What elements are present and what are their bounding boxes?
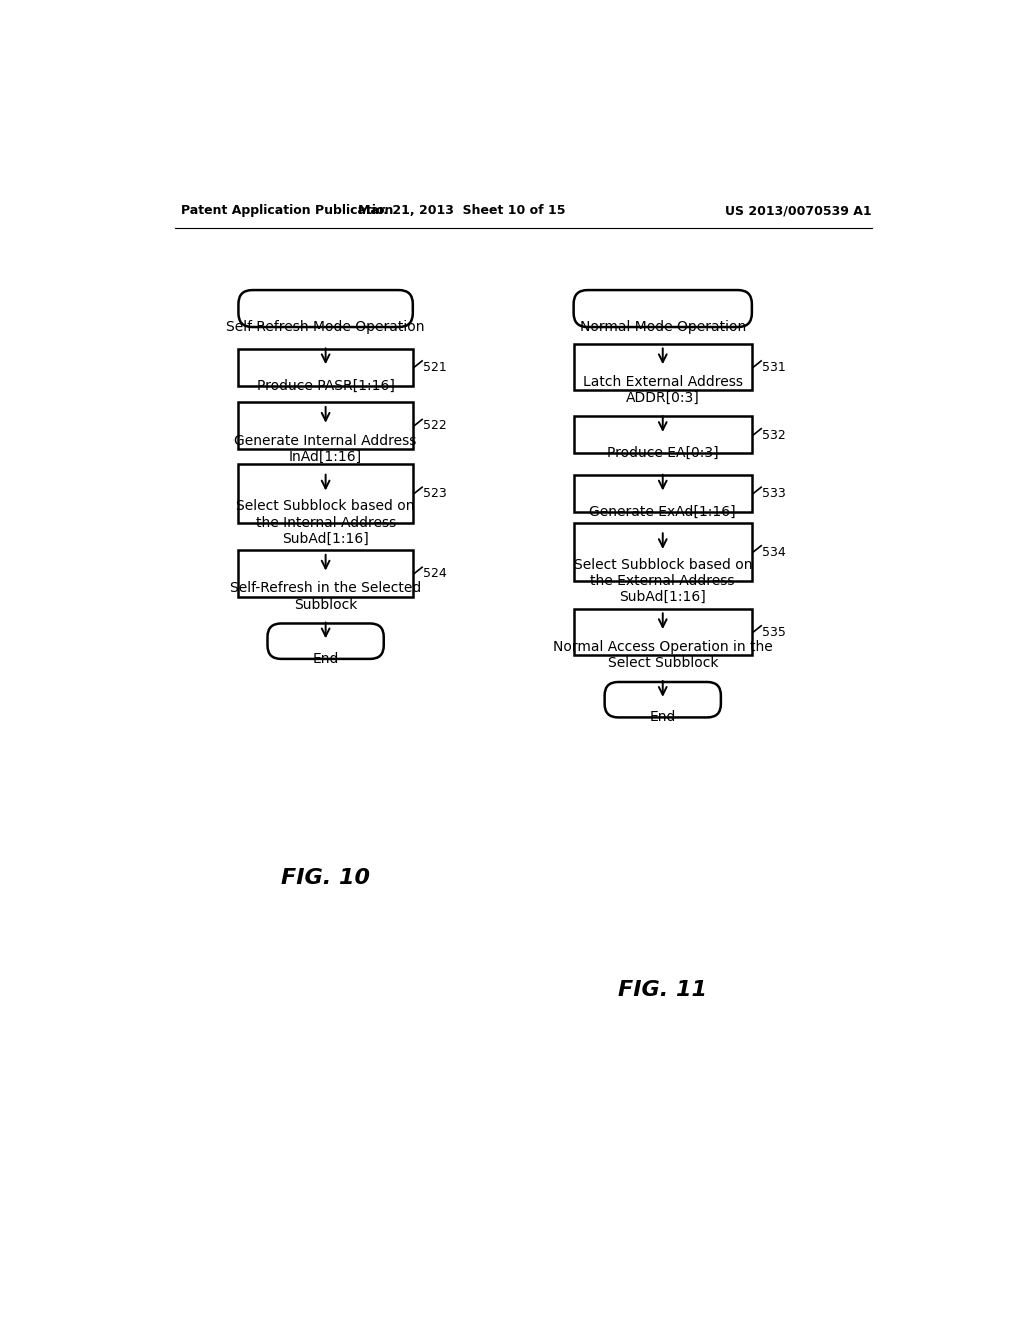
Bar	[239, 348, 413, 385]
Text: Select Subblock based on
the Internal Address
SubAd[1:16]: Select Subblock based on the Internal Ad…	[237, 499, 415, 545]
Bar	[573, 609, 752, 655]
Text: 534: 534	[762, 545, 785, 558]
FancyBboxPatch shape	[267, 623, 384, 659]
Text: End: End	[312, 652, 339, 665]
Text: Generate ExAd[1:16]: Generate ExAd[1:16]	[590, 504, 736, 519]
Text: 532: 532	[762, 429, 785, 442]
Text: 535: 535	[762, 626, 785, 639]
Text: FIG. 11: FIG. 11	[618, 979, 708, 1001]
Text: Self-Refresh in the Selected
Subblock: Self-Refresh in the Selected Subblock	[230, 581, 421, 611]
Text: 521: 521	[423, 360, 446, 374]
Text: Mar. 21, 2013  Sheet 10 of 15: Mar. 21, 2013 Sheet 10 of 15	[357, 205, 565, 218]
Text: Produce PASR[1:16]: Produce PASR[1:16]	[257, 379, 394, 392]
FancyBboxPatch shape	[239, 290, 413, 327]
Text: 523: 523	[423, 487, 446, 500]
Bar	[239, 403, 413, 449]
Bar	[239, 465, 413, 523]
Bar	[239, 550, 413, 597]
Text: Latch External Address
ADDR[0:3]: Latch External Address ADDR[0:3]	[583, 375, 742, 405]
Text: Produce EA[0:3]: Produce EA[0:3]	[607, 446, 719, 461]
Text: Normal Access Operation in the
Select Subblock: Normal Access Operation in the Select Su…	[553, 640, 773, 671]
Text: US 2013/0070539 A1: US 2013/0070539 A1	[725, 205, 872, 218]
FancyBboxPatch shape	[604, 682, 721, 718]
Text: Self-Refresh Mode Operation: Self-Refresh Mode Operation	[226, 319, 425, 334]
Text: 524: 524	[423, 568, 446, 581]
Text: Generate Internal Address
InAd[1:16]: Generate Internal Address InAd[1:16]	[234, 433, 417, 463]
Bar	[573, 523, 752, 581]
Bar	[573, 475, 752, 512]
Text: Normal Mode Operation: Normal Mode Operation	[580, 319, 745, 334]
Bar	[573, 345, 752, 391]
Text: 531: 531	[762, 360, 785, 374]
Text: End: End	[649, 710, 676, 725]
Text: FIG. 10: FIG. 10	[282, 869, 370, 888]
Text: 522: 522	[423, 420, 446, 433]
Bar	[573, 416, 752, 453]
FancyBboxPatch shape	[573, 290, 752, 327]
Text: Patent Application Publication: Patent Application Publication	[180, 205, 393, 218]
Text: 533: 533	[762, 487, 785, 500]
Text: Select Subblock based on
the External Address
SubAd[1:16]: Select Subblock based on the External Ad…	[573, 558, 752, 605]
